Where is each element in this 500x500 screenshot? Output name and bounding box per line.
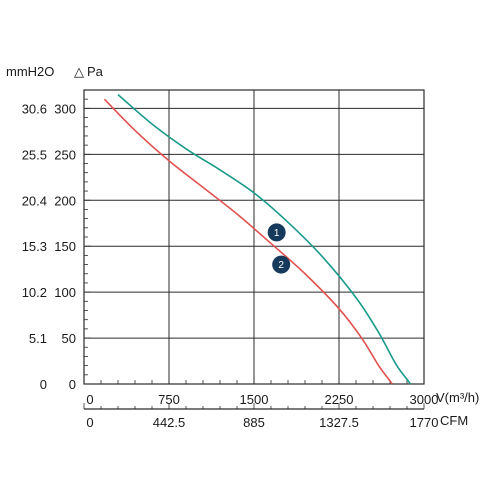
grid xyxy=(83,89,425,410)
x-tick-label-cfm: 885 xyxy=(243,415,265,430)
series-curve-2 xyxy=(103,98,393,385)
y-tick-label-mmh2o: 25.5 xyxy=(22,147,47,162)
x-tick-label-m3h: 0 xyxy=(86,392,93,407)
x-tick-label-m3h: 3000 xyxy=(410,392,439,407)
series-marker-label-2: 2 xyxy=(278,260,284,271)
series-curve-1 xyxy=(117,93,412,385)
x-tick-label-cfm: 1327.5 xyxy=(319,415,359,430)
x-tick-label-cfm: 0 xyxy=(86,415,93,430)
tick-labels: 05010015020025030005.110.215.320.425.530… xyxy=(22,101,439,430)
y-tick-label-pa: 300 xyxy=(54,101,76,116)
x-tick-label-m3h: 750 xyxy=(158,392,180,407)
unit-label-mmh2o: mmH2O xyxy=(6,64,54,79)
y-tick-label-mmh2o: 0 xyxy=(40,377,47,392)
x-tick-label-m3h: 2250 xyxy=(325,392,354,407)
series-marker-2 xyxy=(272,255,291,274)
series-markers: 12 xyxy=(267,223,291,274)
y-tick-label-pa: 150 xyxy=(54,239,76,254)
y-tick-label-pa: 50 xyxy=(62,331,76,346)
y-tick-label-pa: 100 xyxy=(54,285,76,300)
unit-label-cfm: CFM xyxy=(440,413,468,428)
x-tick-label-cfm: 1770 xyxy=(410,415,439,430)
y-tick-label-mmh2o: 10.2 xyxy=(22,285,47,300)
y-tick-label-pa: 200 xyxy=(54,193,76,208)
series-curves xyxy=(103,93,412,385)
x-tick-label-cfm: 442.5 xyxy=(153,415,186,430)
x-tick-label-m3h: 1500 xyxy=(240,392,269,407)
y-tick-label-mmh2o: 20.4 xyxy=(22,193,47,208)
y-tick-label-mmh2o: 30.6 xyxy=(22,101,47,116)
y-tick-label-pa: 250 xyxy=(54,147,76,162)
y-tick-label-mmh2o: 15.3 xyxy=(22,239,47,254)
series-marker-label-1: 1 xyxy=(274,228,280,239)
unit-label-pa: △ Pa xyxy=(74,64,104,79)
series-marker-1 xyxy=(267,223,286,242)
y-tick-label-pa: 0 xyxy=(69,377,76,392)
unit-label-m3h: V(m³/h) xyxy=(436,390,479,405)
y-tick-label-mmh2o: 5.1 xyxy=(29,331,47,346)
